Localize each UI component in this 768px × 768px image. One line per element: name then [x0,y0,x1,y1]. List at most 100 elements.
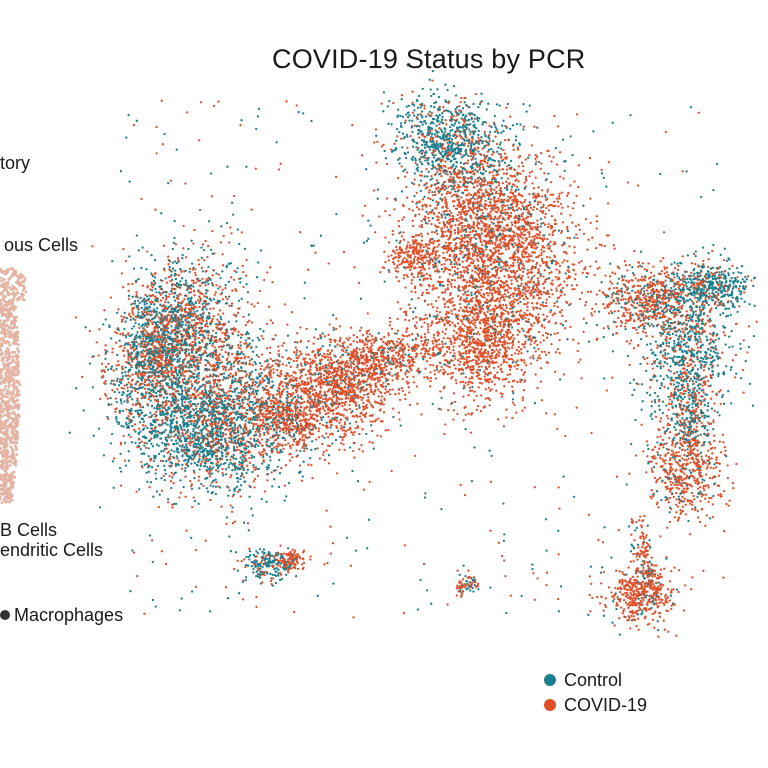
point-covid19 [629,627,632,630]
point-control [247,432,251,435]
point-control [229,262,233,265]
point-covid19 [286,398,289,402]
point-covid19 [407,349,410,352]
point-control [473,446,476,449]
point-control [490,267,494,271]
point-covid19 [314,251,317,254]
point-covid19 [539,209,542,212]
point-control [466,582,469,585]
point-covid19 [353,379,356,382]
point-control [603,377,606,380]
point-covid19 [271,359,274,363]
point-covid19 [457,237,460,240]
point-control [527,156,530,160]
point-covid19 [181,371,185,374]
point-control [165,460,168,463]
point-covid19 [129,344,132,347]
point-control [555,300,559,303]
point-covid19 [604,274,607,277]
point-covid19 [384,388,387,391]
point-covid19 [492,283,495,286]
point-covid19 [508,373,512,376]
point-control [167,305,170,309]
point-covid19 [572,338,575,341]
point-covid19 [203,295,206,298]
point-covid19 [230,474,233,477]
point-covid19 [210,417,213,420]
point-covid19 [305,353,308,356]
point-covid19 [267,305,271,308]
point-control [585,322,588,325]
point-control [687,335,690,338]
point-covid19 [327,356,330,359]
point-covid19 [407,241,410,244]
point-covid19 [690,271,693,275]
point-covid19 [468,176,471,180]
point-covid19 [546,188,550,191]
point-covid19 [575,233,578,236]
point-control [195,329,198,332]
point-covid19 [618,570,621,573]
point-covid19 [545,571,549,574]
point-covid19 [304,433,307,437]
point-control [244,339,248,342]
point-covid19 [557,125,560,128]
point-covid19 [507,338,511,341]
point-covid19 [430,112,434,115]
point-covid19 [517,340,520,344]
point-control [434,154,437,157]
point-covid19 [674,267,677,270]
point-covid19 [362,488,365,491]
point-covid19 [205,375,208,378]
point-covid19 [536,277,539,280]
point-control [441,112,444,115]
point-control [653,353,656,357]
point-control [446,88,449,92]
point-covid19 [551,283,554,286]
point-covid19 [627,606,630,609]
point-covid19 [283,303,287,306]
point-control [184,469,187,472]
point-control [687,391,690,394]
point-control [666,362,669,365]
point-covid19 [548,295,551,299]
point-covid19 [632,552,635,556]
point-covid19 [296,394,299,397]
point-covid19 [479,326,482,330]
point-covid19 [566,236,569,240]
point-covid19 [689,447,692,450]
point-covid19 [212,314,215,318]
point-control [650,417,654,420]
point-control [154,472,157,475]
point-covid19 [532,296,535,300]
point-covid19 [446,300,449,303]
point-control [199,356,202,359]
point-covid19 [287,442,290,445]
point-control [441,115,444,118]
point-control [250,565,253,568]
point-covid19 [239,341,242,344]
point-control [278,360,281,363]
point-control [631,300,634,303]
point-control [351,469,354,473]
point-control [719,313,722,316]
point-covid19 [497,354,501,358]
point-control [348,422,352,425]
point-covid19 [605,234,609,237]
point-covid19 [171,503,174,506]
point-covid19 [420,219,423,223]
point-control [477,587,480,591]
point-covid19 [707,449,710,452]
point-covid19 [684,584,687,587]
point-covid19 [545,206,548,210]
point-covid19 [651,335,654,338]
point-covid19 [323,458,327,462]
point-covid19 [662,426,665,429]
point-covid19 [148,486,151,489]
point-control [126,389,129,393]
point-control [611,350,615,353]
point-covid19 [536,386,539,390]
point-covid19 [634,552,637,556]
point-control [585,275,588,279]
point-covid19 [715,348,718,351]
